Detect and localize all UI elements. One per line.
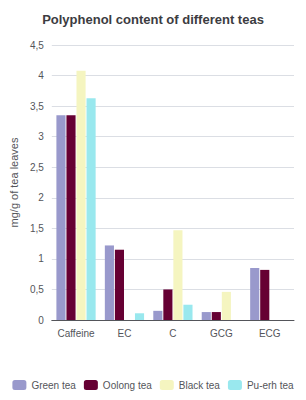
- svg-text:4: 4: [38, 70, 44, 81]
- svg-text:Caffeine: Caffeine: [57, 328, 95, 339]
- svg-text:2: 2: [38, 192, 44, 203]
- svg-text:1: 1: [38, 253, 44, 264]
- svg-text:EC: EC: [118, 328, 132, 339]
- svg-text:mg/g of tea leaves: mg/g of tea leaves: [8, 137, 20, 227]
- svg-text:Black tea: Black tea: [179, 380, 221, 391]
- svg-text:0,5: 0,5: [30, 284, 44, 295]
- svg-text:3: 3: [38, 131, 44, 142]
- svg-text:3,5: 3,5: [30, 101, 44, 112]
- svg-text:C: C: [169, 328, 176, 339]
- svg-text:Green tea: Green tea: [31, 380, 76, 391]
- svg-text:1,5: 1,5: [30, 223, 44, 234]
- svg-text:2,5: 2,5: [30, 162, 44, 173]
- svg-text:0: 0: [38, 315, 44, 326]
- svg-text:ECG: ECG: [259, 328, 281, 339]
- svg-text:4,5: 4,5: [30, 40, 44, 51]
- svg-text:Oolong tea: Oolong tea: [103, 380, 152, 391]
- svg-text:Pu-erh tea: Pu-erh tea: [247, 380, 294, 391]
- svg-text:GCG: GCG: [210, 328, 233, 339]
- svg-text:Polyphenol content of differen: Polyphenol content of different teas: [42, 12, 264, 27]
